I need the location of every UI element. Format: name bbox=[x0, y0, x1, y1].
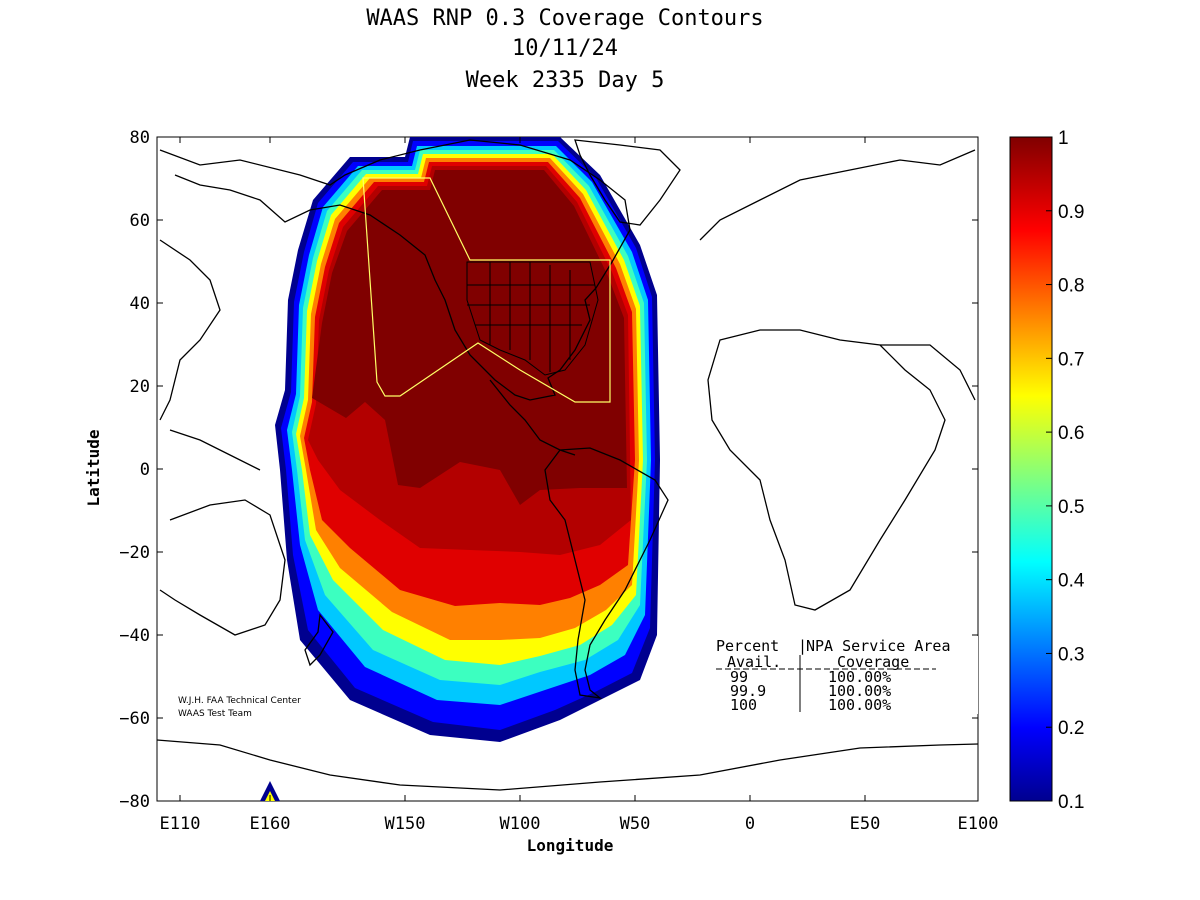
y-tick-label: 0 bbox=[140, 460, 150, 480]
colorbar-tick-label: 0.8 bbox=[1058, 276, 1084, 297]
table-subheader-col2: Coverage bbox=[837, 653, 909, 671]
x-axis-label: Longitude bbox=[527, 836, 614, 855]
indonesia-outline bbox=[169, 429, 261, 471]
y-tick-label: 20 bbox=[130, 377, 150, 397]
table-header-col1: Percent bbox=[716, 637, 779, 655]
x-tick-label: E100 bbox=[958, 814, 999, 834]
colorbar-tick-label: 0.9 bbox=[1058, 202, 1084, 223]
coastlines bbox=[157, 139, 978, 791]
y-axis-label: Latitude bbox=[84, 429, 103, 506]
y-tick-label: −60 bbox=[119, 709, 150, 729]
colorbar-tick-label: 0.1 bbox=[1058, 792, 1084, 813]
colorbar-tick-label: 0.4 bbox=[1058, 571, 1085, 592]
new-zealand-outline bbox=[304, 613, 334, 667]
colorbar-tick-label: 0.7 bbox=[1058, 349, 1084, 370]
central-america-outline bbox=[489, 379, 576, 456]
y-tick-label: 40 bbox=[130, 294, 150, 314]
table-cell-avail: 99.9 bbox=[730, 682, 766, 700]
table-header-col2: NPA Service Area bbox=[806, 637, 951, 655]
table-header-divider: | bbox=[798, 637, 807, 655]
x-tick-label: 0 bbox=[745, 814, 755, 834]
south-america-outline bbox=[544, 447, 669, 700]
colorbar-tick-label: 0.6 bbox=[1058, 423, 1084, 444]
colorbar-ticks: 1 0.9 0.8 0.7 0.6 0.5 0.4 0.3 0.2 0.1 bbox=[1046, 128, 1085, 813]
australia-outline bbox=[159, 499, 286, 636]
y-tick-label: −20 bbox=[119, 543, 150, 563]
y-tick-label: −80 bbox=[119, 792, 150, 812]
credit-line-1: W.J.H. FAA Technical Center bbox=[178, 696, 301, 706]
colorbar-tick-label: 0.3 bbox=[1058, 644, 1084, 665]
table-subheader-col1: Avail. bbox=[727, 653, 781, 671]
x-tick-label: W150 bbox=[385, 814, 426, 834]
arabia-outline bbox=[880, 344, 976, 401]
x-tick-label: W50 bbox=[620, 814, 651, 834]
table-cell-coverage: 100.00% bbox=[828, 668, 891, 686]
y-axis: 80 60 40 20 0 −20 −40 −60 −80 bbox=[119, 128, 978, 812]
africa-outline bbox=[707, 329, 946, 611]
colorbar bbox=[1009, 136, 1053, 802]
colorbar-tick-label: 0.2 bbox=[1058, 718, 1084, 739]
x-axis: E110 E160 W150 W100 W50 0 E50 E100 bbox=[160, 137, 999, 834]
table-cell-coverage: 100.00% bbox=[828, 682, 891, 700]
colorbar-tick-label: 1 bbox=[1058, 128, 1069, 149]
credit-line-2: WAAS Test Team bbox=[178, 709, 252, 719]
chart-date: 10/11/24 bbox=[512, 36, 618, 61]
antarctica-outline bbox=[157, 739, 978, 791]
chart-week-day: Week 2335 Day 5 bbox=[465, 68, 665, 93]
table-cell-avail: 99 bbox=[730, 668, 748, 686]
colorbar-tick-label: 0.5 bbox=[1058, 497, 1084, 518]
contour-1.0 bbox=[312, 170, 627, 505]
greenland-outline bbox=[574, 139, 681, 226]
y-tick-label: 60 bbox=[130, 211, 150, 231]
coverage-contours bbox=[275, 137, 660, 742]
europe-outline bbox=[699, 149, 976, 241]
x-tick-label: E110 bbox=[160, 814, 201, 834]
x-tick-label: W100 bbox=[500, 814, 541, 834]
us-state-boundaries bbox=[466, 261, 599, 376]
stats-table: Percent | NPA Service Area Avail. Covera… bbox=[714, 636, 978, 714]
x-tick-label: E50 bbox=[850, 814, 881, 834]
x-tick-label: E160 bbox=[250, 814, 291, 834]
npa-service-area-boundary bbox=[362, 177, 611, 403]
y-tick-label: −40 bbox=[119, 626, 150, 646]
y-tick-label: 80 bbox=[130, 128, 150, 148]
chart-title: WAAS RNP 0.3 Coverage Contours bbox=[366, 6, 764, 31]
table-cell-coverage: 100.00% bbox=[828, 696, 891, 714]
table-cell-avail: 100 bbox=[730, 696, 757, 714]
north-america-outline bbox=[159, 139, 631, 401]
east-asia-outline bbox=[159, 239, 221, 421]
